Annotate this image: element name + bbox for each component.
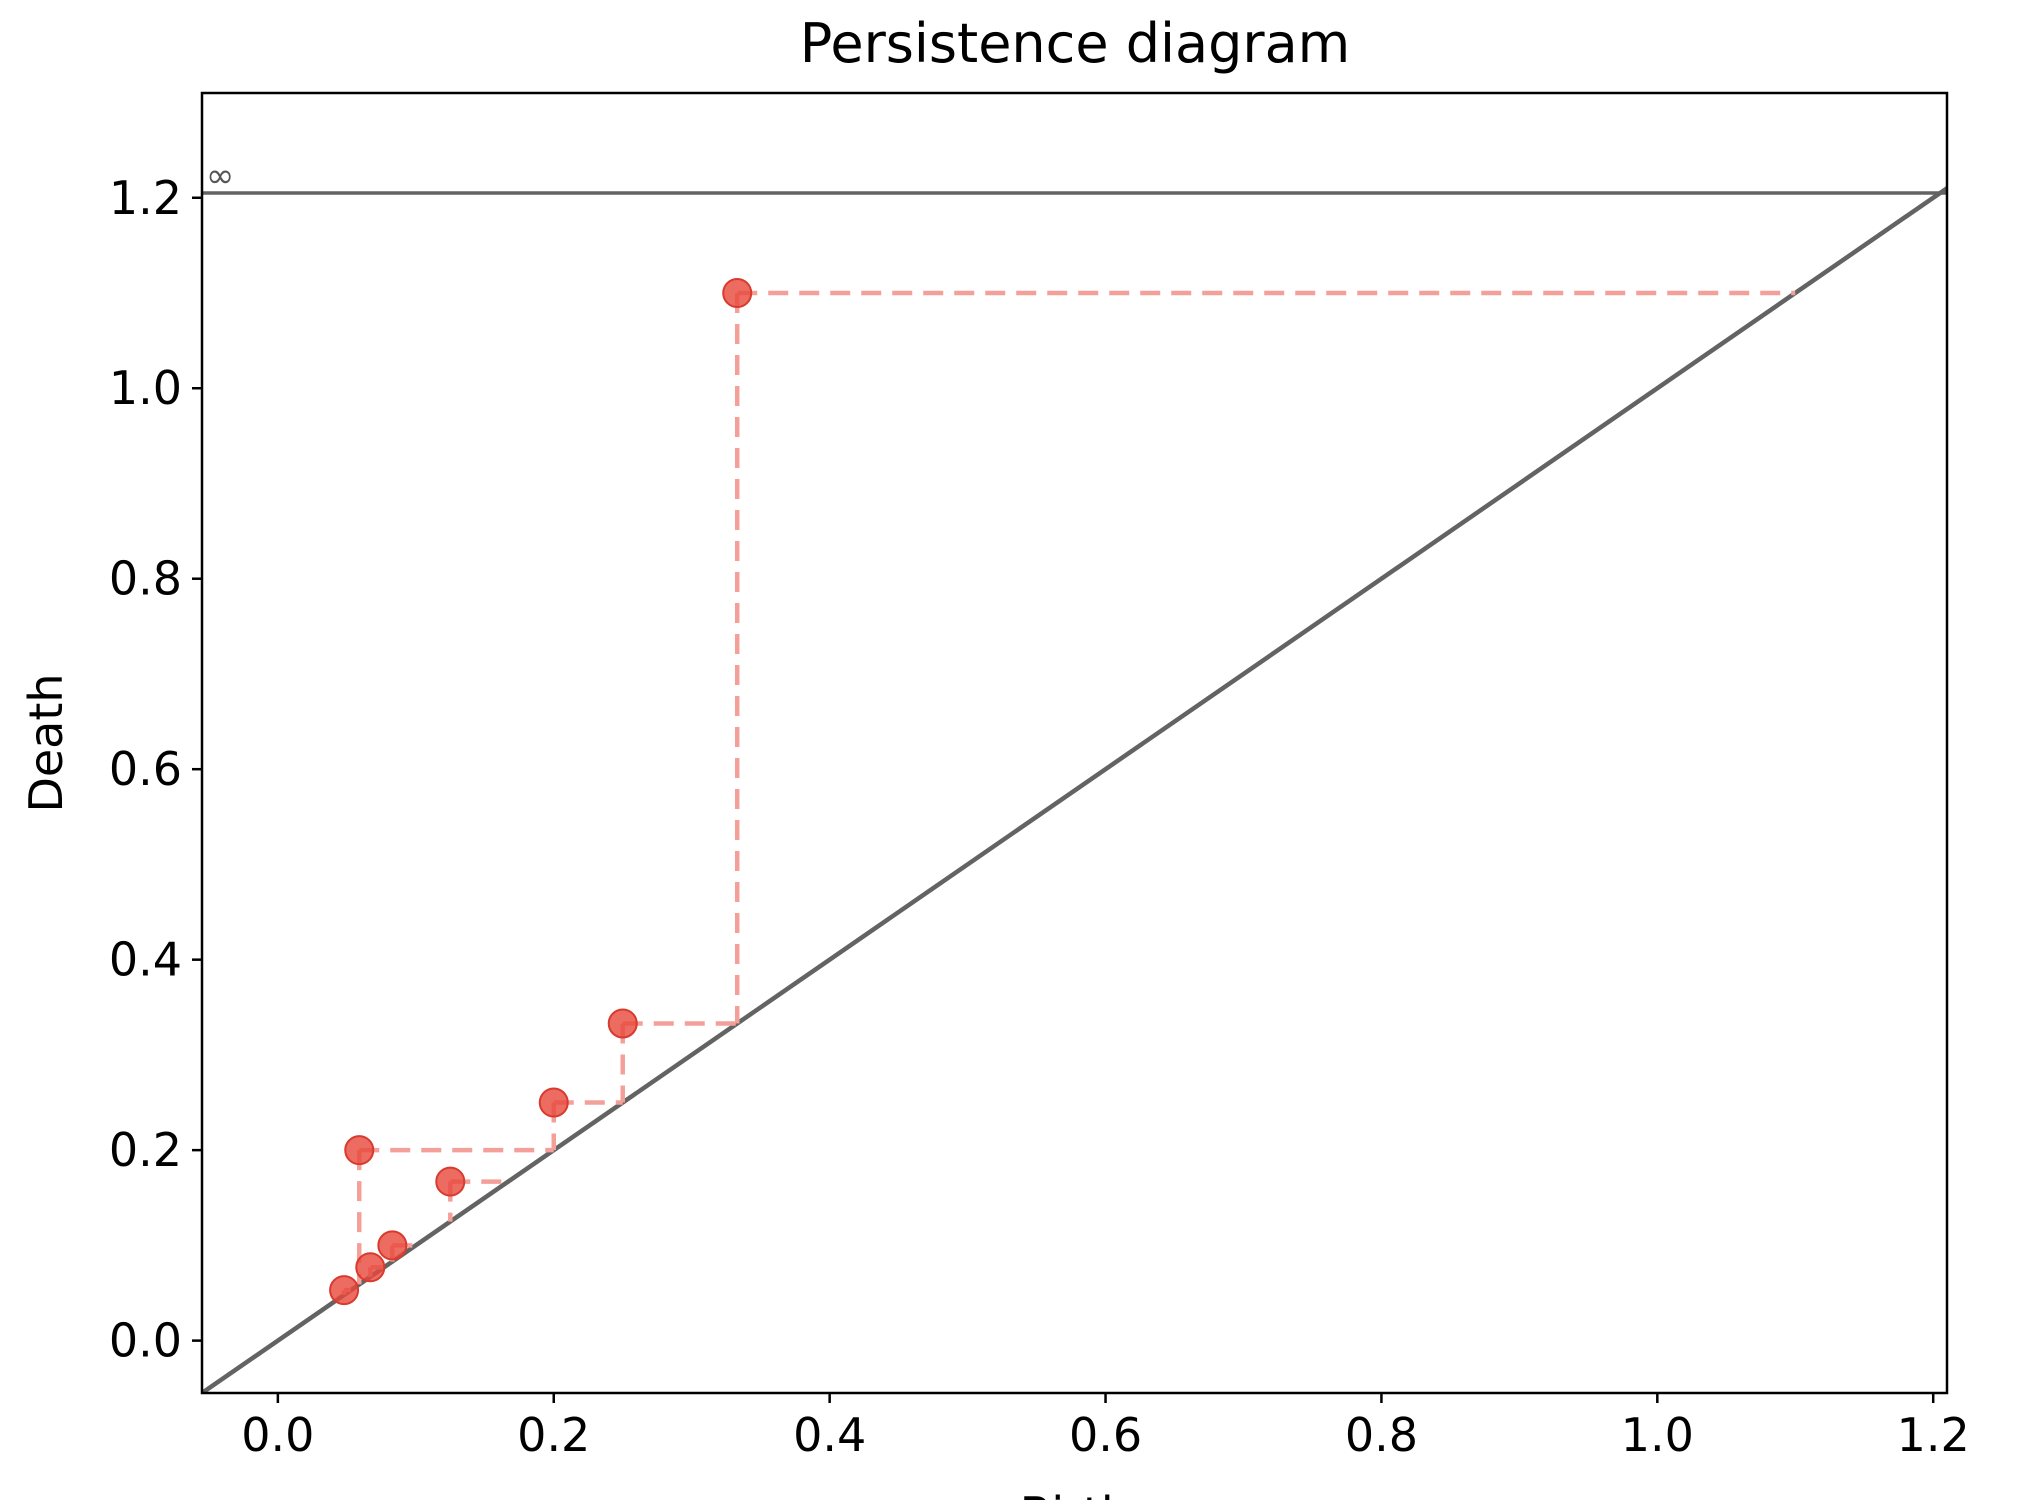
- data-point-0: [329, 1275, 360, 1306]
- data-point-6: [607, 1008, 638, 1039]
- y-axis-label: Death: [19, 673, 73, 812]
- y-tick-label-3: 0.6: [109, 742, 182, 796]
- data-point-2: [355, 1252, 386, 1283]
- x-tick-label-5: 1.0: [1621, 1408, 1694, 1462]
- persistence-guide-7: [734, 290, 1796, 1024]
- x-axis-label: Birth: [1020, 1487, 1130, 1500]
- x-tick-label-3: 0.6: [1069, 1408, 1142, 1462]
- infinity-label: ∞: [206, 156, 234, 196]
- x-tick-label-0: 0.0: [241, 1408, 314, 1462]
- data-point-7: [722, 278, 753, 308]
- data-point-3: [377, 1230, 408, 1261]
- y-tick-label-5: 1.0: [109, 361, 182, 415]
- y-tick-label-6: 1.2: [109, 171, 182, 225]
- tick-layer: 0.0 0.2 0.4 0.6 0.8 1.0 1.2 0.0 0.2 0.4 0.6 0.8 1.0 1…: [109, 171, 1970, 1462]
- chart-title: Persistence diagram: [800, 12, 1351, 75]
- y-tick-label-2: 0.4: [109, 933, 182, 987]
- data-point-4: [435, 1166, 466, 1197]
- data-point-5: [538, 1087, 569, 1118]
- data-point-1: [344, 1135, 375, 1166]
- y-tick-label-0: 0.0: [109, 1314, 182, 1368]
- x-tick-label-4: 0.8: [1345, 1408, 1418, 1462]
- x-tick-label-1: 0.2: [517, 1408, 590, 1462]
- x-tick-label-6: 1.2: [1897, 1408, 1970, 1462]
- y-tick-label-4: 0.8: [109, 552, 182, 606]
- diagonal-line: [202, 185, 1947, 1393]
- axes-frame: [200, 91, 1949, 1395]
- x-tick-label-2: 0.4: [793, 1408, 866, 1462]
- y-tick-label-1: 0.2: [109, 1123, 182, 1177]
- plot-layer: [202, 185, 1947, 1393]
